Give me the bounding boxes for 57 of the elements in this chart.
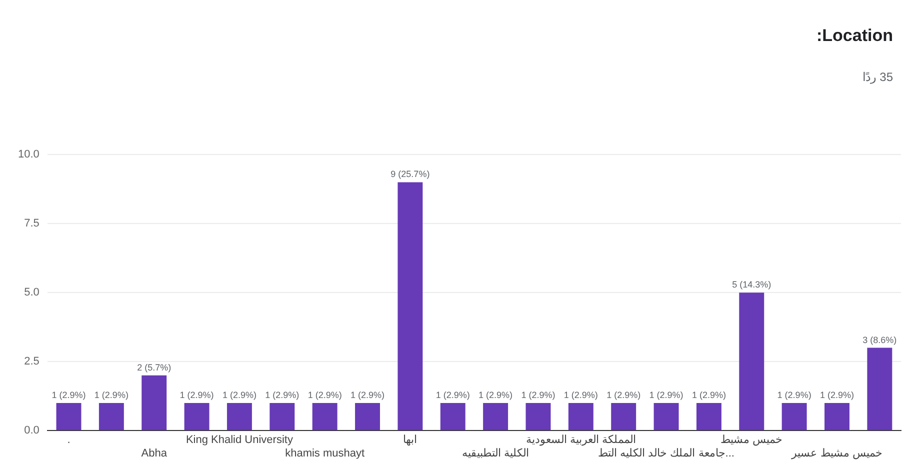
data-label: 1 (2.9%) <box>180 390 214 400</box>
data-label: 1 (2.9%) <box>308 390 342 400</box>
chart-title: Location: <box>816 26 893 46</box>
chart-subtitle: 35 ردًا <box>862 70 893 84</box>
bar <box>142 375 167 430</box>
bar <box>312 403 338 430</box>
data-label: 1 (2.9%) <box>692 390 726 400</box>
bar <box>56 403 82 430</box>
x-tick-label: khamis mushayt <box>285 447 365 460</box>
bar <box>824 403 850 430</box>
x-tick-label: ابها <box>403 434 418 446</box>
bar <box>355 403 380 430</box>
data-label: 1 (2.9%) <box>265 390 300 400</box>
data-label: 1 (2.9%) <box>478 390 513 400</box>
bar <box>611 403 636 430</box>
y-tick-label: 7.5 <box>24 218 40 230</box>
data-label: 1 (2.9%) <box>521 390 556 400</box>
bar <box>270 403 295 430</box>
bar <box>483 403 508 430</box>
bar <box>98 403 124 430</box>
data-label: 5 (14.3%) <box>732 280 772 290</box>
bar <box>568 403 594 430</box>
data-label: 1 (2.9%) <box>777 390 812 400</box>
data-label: 2 (5.7%) <box>137 362 172 372</box>
data-label: 1 (2.9%) <box>564 390 598 400</box>
bar <box>526 403 551 430</box>
data-label: 1 (2.9%) <box>52 390 86 400</box>
x-tick-label: خميس مشيط عسير <box>790 447 883 460</box>
bar <box>226 403 252 430</box>
x-tick-label: . <box>67 434 70 446</box>
y-tick-label: 5.0 <box>24 286 40 299</box>
data-label: 3 (8.6%) <box>862 334 897 345</box>
bar <box>654 403 679 430</box>
data-label: 1 (2.9%) <box>649 390 684 400</box>
data-label: 1 (2.9%) <box>436 390 470 400</box>
data-label: 1 (2.9%) <box>820 390 854 400</box>
data-label: 9 (25.7%) <box>390 169 430 180</box>
bar <box>440 403 466 430</box>
data-label: 1 (2.9%) <box>350 390 385 400</box>
y-tick-label: 10.0 <box>18 148 40 161</box>
x-tick-label: خميس مشيط <box>720 434 783 446</box>
y-tick-label: 0.0 <box>24 424 40 437</box>
data-label: 1 (2.9%) <box>94 390 128 400</box>
bar <box>739 292 764 430</box>
y-tick-label: 2.5 <box>24 356 40 368</box>
x-tick-label: المملكة العربية السعودية <box>526 434 636 446</box>
bar <box>867 348 892 430</box>
bar <box>398 182 423 430</box>
x-tick-label: Abha <box>141 447 168 460</box>
x-tick-label: King Khalid University <box>186 434 294 446</box>
bar <box>782 403 807 430</box>
data-label: 1 (2.9%) <box>222 390 256 400</box>
bar <box>696 403 722 430</box>
x-tick-label: جامعة الملك خالد الكليه التط... <box>598 447 734 460</box>
bar <box>184 403 210 430</box>
data-label: 1 (2.9%) <box>606 390 641 400</box>
x-tick-label: الكلية التطبيقيه <box>462 447 530 460</box>
